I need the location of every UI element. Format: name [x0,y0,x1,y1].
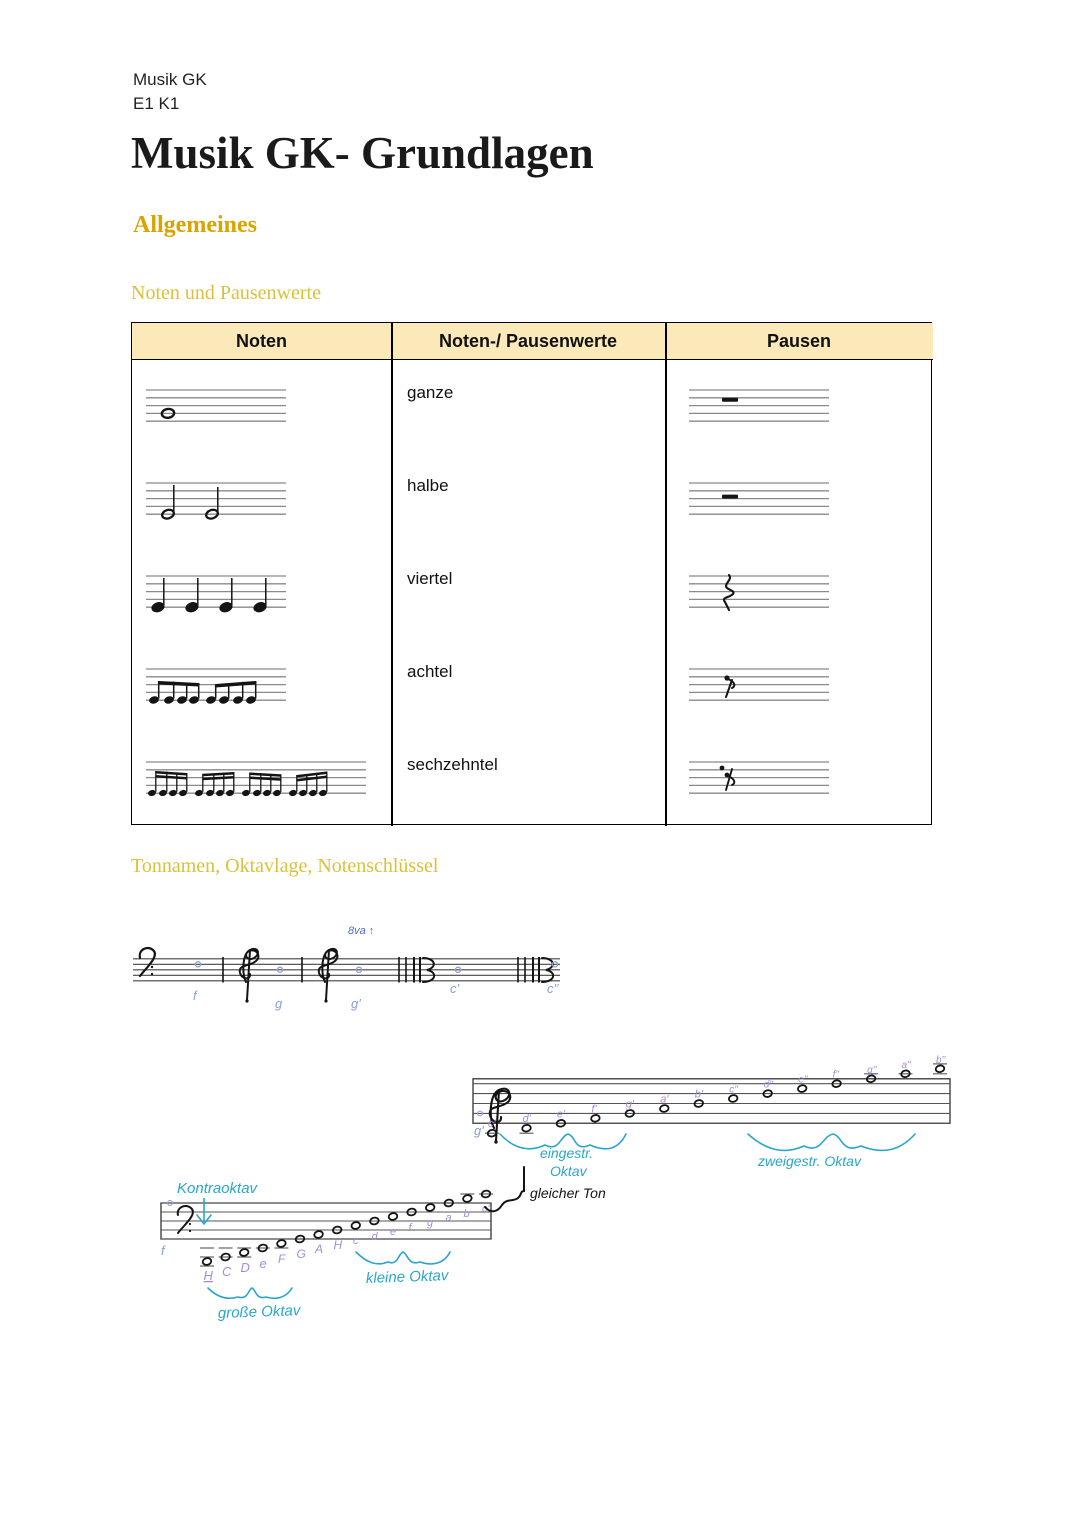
svg-text:a: a [446,1212,452,1224]
svg-text:f': f' [591,1103,597,1115]
svg-text:c': c' [488,1118,497,1130]
svg-text:d'': d'' [764,1080,774,1091]
svg-text:g': g' [474,1123,484,1138]
svg-text:Kontraoktav: Kontraoktav [177,1180,259,1197]
svg-text:a'': a'' [902,1060,912,1071]
svg-text:F: F [278,1252,286,1266]
svg-text:D: D [241,1260,250,1275]
svg-text:d: d [372,1231,379,1243]
svg-text:g: g [427,1217,434,1229]
svg-text:eingestr.: eingestr. [540,1145,593,1161]
svg-text:G: G [297,1247,306,1261]
svg-text:H: H [204,1268,214,1283]
svg-text:c'': c'' [729,1085,739,1096]
svg-text:Oktav: Oktav [550,1163,588,1179]
svg-text:gleicher Ton: gleicher Ton [530,1185,606,1201]
svg-text:zweigestr. Oktav: zweigestr. Oktav [757,1153,862,1169]
svg-text:C: C [222,1264,232,1279]
svg-text:f: f [409,1222,413,1234]
svg-text:d': d' [523,1113,532,1125]
svg-text:e: e [390,1226,396,1238]
svg-text:f'': f'' [833,1070,841,1081]
svg-text:e: e [260,1256,267,1271]
svg-text:g'': g'' [867,1065,877,1076]
svg-text:H: H [334,1238,343,1252]
svg-text:e': e' [557,1108,566,1120]
svg-text:b: b [464,1208,470,1220]
svg-text:kleine Oktav: kleine Oktav [366,1267,451,1287]
svg-text:b': b' [695,1089,704,1101]
svg-text:a': a' [660,1094,669,1106]
svg-text:f: f [161,1243,166,1258]
svg-text:g': g' [626,1098,635,1110]
svg-text:b'': b'' [936,1055,946,1066]
svg-text:A: A [314,1242,323,1256]
svg-text:e'': e'' [798,1075,808,1086]
svg-text:c: c [353,1235,359,1247]
svg-text:große Oktav: große Oktav [218,1302,303,1322]
